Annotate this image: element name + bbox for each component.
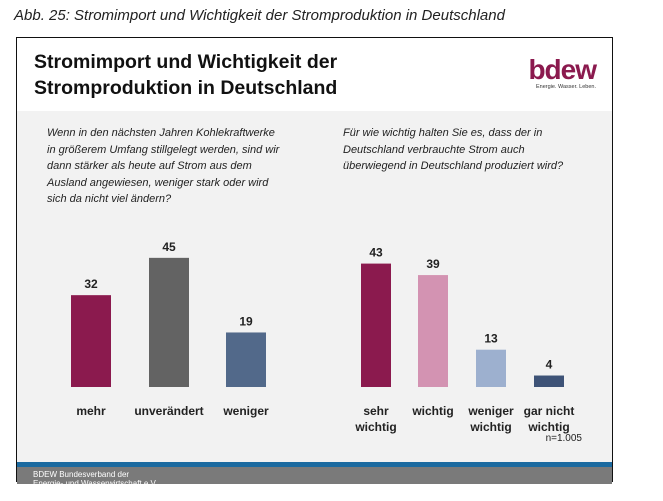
- bdew-logo: bdew Energie. Wasser. Leben.: [528, 54, 597, 91]
- category-label: wichtig: [411, 404, 453, 418]
- bar: [149, 257, 189, 387]
- category-label: unverändert: [134, 404, 203, 418]
- bar: [476, 349, 506, 387]
- logo-tagline: Energie. Wasser. Leben.: [535, 84, 596, 90]
- question-line: überwiegend in Deutschland produziert wi…: [343, 160, 564, 172]
- category-label: weniger: [222, 404, 269, 418]
- question-line: Für wie wichtig halten Sie es, dass der …: [343, 127, 543, 139]
- figure-caption: Abb. 25: Stromimport und Wichtigkeit der…: [14, 7, 505, 24]
- chart-panel: Wenn in den nächsten Jahren Kohlekraftwe…: [17, 111, 612, 462]
- category-label: wichtig: [354, 420, 396, 434]
- bar: [71, 295, 111, 387]
- question-left: Wenn in den nächsten Jahren Kohlekraftwe…: [47, 125, 279, 208]
- question-line: sich da nicht viel ändern?: [47, 193, 172, 205]
- title-line: Stromimport und Wichtigkeit der: [34, 51, 338, 73]
- bar: [361, 263, 391, 387]
- data-label: 19: [239, 314, 253, 328]
- data-label: 39: [426, 257, 440, 271]
- question-right: Für wie wichtig halten Sie es, dass der …: [343, 125, 563, 175]
- bar-charts: 32 mehr 45 unverändert 19 weniger 43 sehr wichti…: [71, 240, 575, 434]
- bar: [534, 375, 564, 387]
- logo-word: bdew: [528, 54, 597, 85]
- question-line: Deutschland verbrauchte Strom auch: [343, 143, 525, 156]
- data-label: 4: [546, 358, 553, 372]
- footer-line: BDEW Bundesverband der: [33, 470, 130, 479]
- question-line: Ausland angewiesen, weniger stark oder w…: [47, 176, 269, 189]
- category-label: wichtig: [527, 420, 569, 434]
- bar: [226, 332, 266, 387]
- chart-slide: Stromimport und Wichtigkeit der Strompro…: [16, 37, 613, 488]
- sample-size: n=1.005: [545, 433, 582, 444]
- question-line: Wenn in den nächsten Jahren Kohlekraftwe…: [47, 127, 275, 139]
- footer-line: Energie- und Wasserwirtschaft e.V.: [33, 479, 158, 488]
- data-label: 13: [484, 332, 498, 346]
- title-line: Stromproduktion in Deutschland: [34, 77, 338, 99]
- question-line: in größerem Umfang stillgelegt werden, s…: [47, 143, 280, 156]
- category-label: gar nicht: [524, 404, 575, 418]
- blue-stripe: [17, 462, 612, 467]
- question-line: dann stärker als heute auf Strom aus dem: [47, 160, 252, 172]
- bar: [418, 275, 448, 387]
- category-label: weniger: [467, 404, 514, 418]
- footer: BDEW Bundesverband der Energie- und Wass…: [17, 467, 612, 488]
- data-label: 43: [369, 246, 383, 260]
- data-label: 32: [84, 277, 98, 291]
- category-label: mehr: [76, 404, 106, 418]
- category-label: wichtig: [469, 420, 511, 434]
- data-label: 45: [162, 240, 176, 254]
- category-label: sehr: [363, 404, 389, 418]
- chart-title: Stromimport und Wichtigkeit der Strompro…: [34, 49, 337, 101]
